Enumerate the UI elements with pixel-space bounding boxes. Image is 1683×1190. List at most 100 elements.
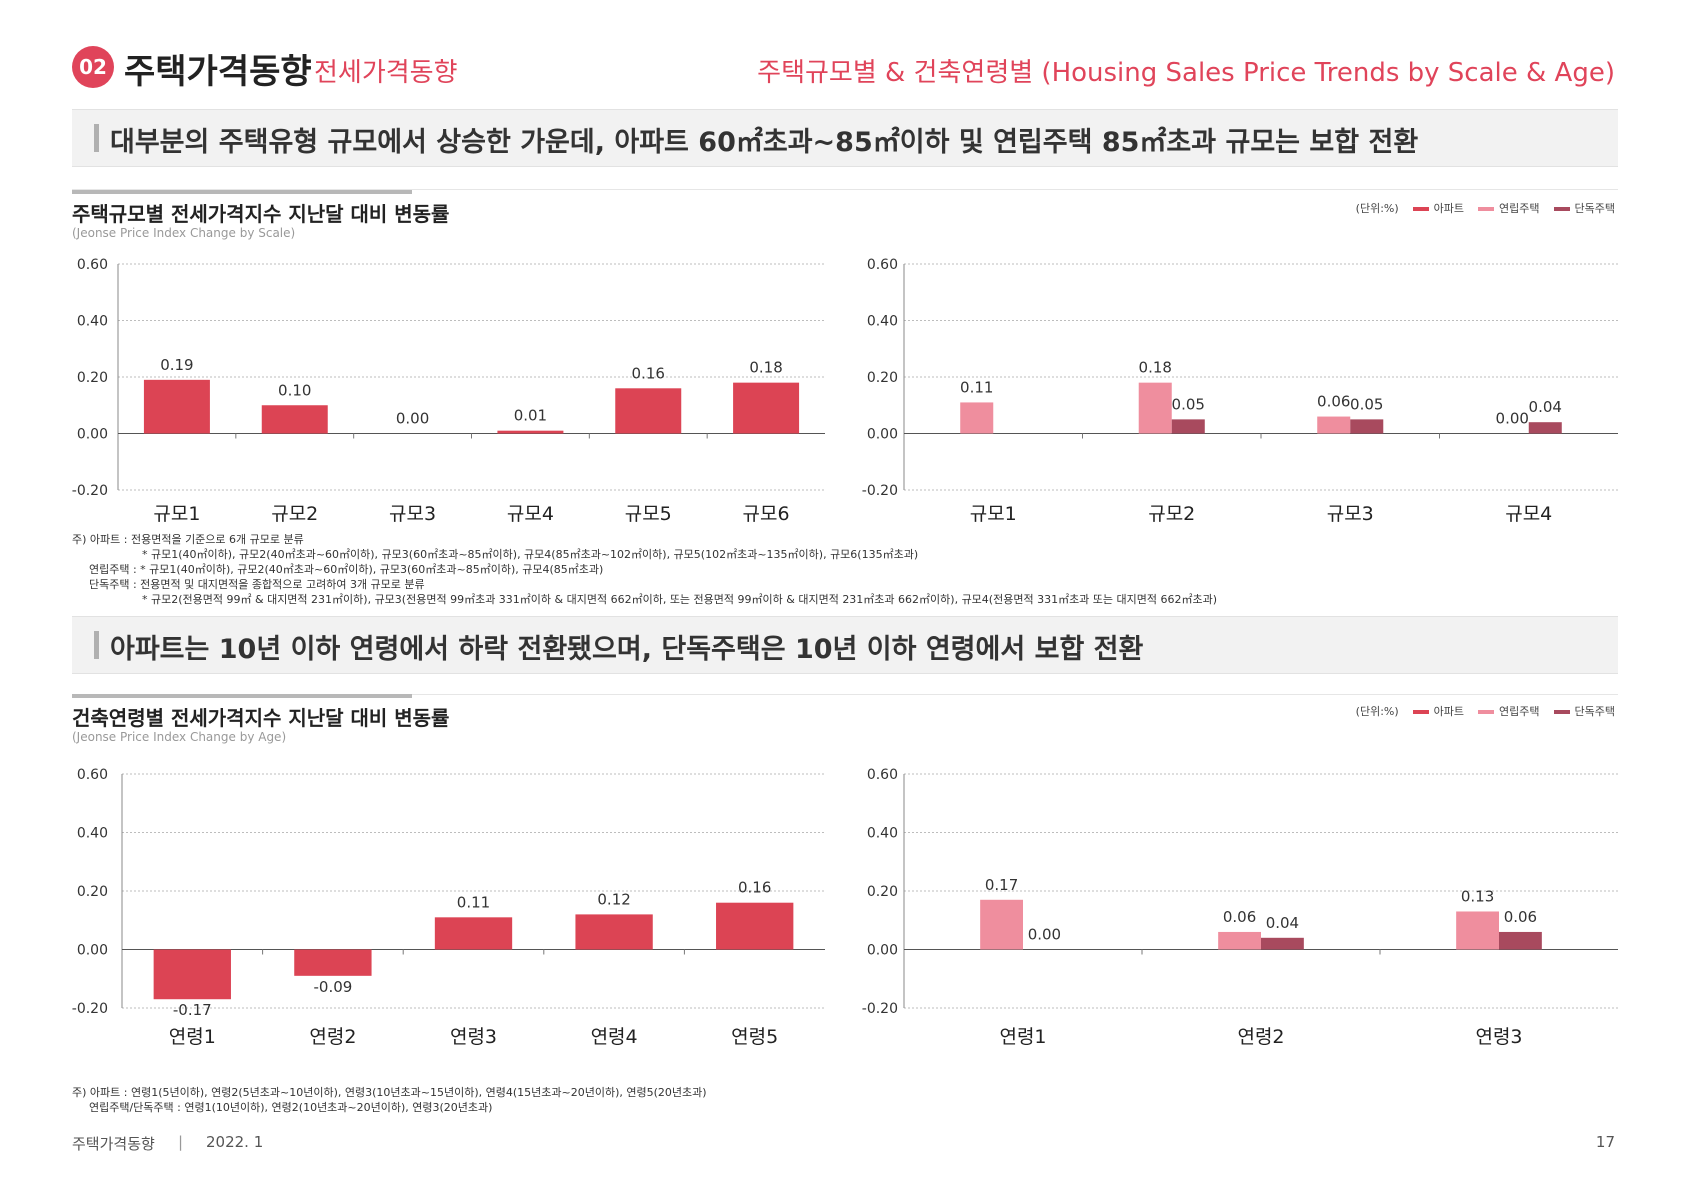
category-label: 규모1 (153, 503, 200, 525)
y-tick-label: -0.20 (72, 483, 108, 499)
category-label: 연령2 (1237, 1026, 1284, 1048)
category-label: 규모4 (1505, 503, 1552, 525)
page-number: 17 (1595, 1133, 1615, 1151)
bar-apt (733, 382, 800, 434)
category-label: 규모3 (1327, 503, 1374, 525)
footnote-age: 주) 아파트 : 연령1(5년이하), 연령2(5년초과~10년이하), 연령3… (72, 1086, 707, 1114)
bar-row (1138, 382, 1172, 434)
legend-age: (단위:%) 아파트 연립주택 단독주택 (1356, 703, 1615, 719)
y-tick-label: 0.00 (867, 943, 898, 959)
data-label: 0.16 (632, 364, 665, 382)
data-label: 0.00 (396, 410, 429, 428)
chart-row-det-by-age: 0.60 0.40 0.20 0.00 -0.20 연령1 0.17 0.00 연령2 0.06 0… (862, 767, 1618, 1048)
banner-text: 아파트는 10년 이하 연령에서 하락 전환됐으며, 단독주택은 10년 이하 … (110, 634, 1144, 665)
chart-title-scale: 주택규모별 전세가격지수 지난달 대비 변동률 (72, 202, 450, 226)
data-label: 0.04 (1266, 914, 1299, 932)
data-label: 0.18 (1139, 359, 1172, 377)
bar-det (1499, 931, 1542, 950)
chart-title-age: 건축연령별 전세가격지수 지난달 대비 변동률 (72, 706, 450, 730)
data-label: 0.05 (1350, 395, 1383, 413)
category-label: 규모3 (389, 503, 436, 525)
y-tick-label: 0.60 (77, 767, 108, 783)
bar-apt (261, 405, 328, 434)
chart-row-det-by-scale: 0.600.400.200.00-0.20규모10.11규모20.180.05규… (862, 257, 1618, 525)
data-label: 0.05 (1172, 395, 1205, 413)
category-label: 규모6 (743, 503, 790, 525)
data-label: 0.10 (278, 381, 311, 399)
data-label: -0.17 (173, 1001, 212, 1019)
category-label: 연령1 (169, 1026, 216, 1048)
y-tick-label: 0.20 (867, 884, 898, 900)
bar-apt (497, 430, 564, 434)
header-right-title: 주택규모별 & 건축연령별 (Housing Sales Price Trend… (757, 58, 1615, 88)
bar-apt (153, 949, 231, 1000)
data-label: 0.04 (1529, 398, 1562, 416)
bar-row (960, 402, 994, 434)
banner-accent-bar (94, 631, 99, 659)
data-label: 0.01 (514, 407, 547, 425)
data-label: 0.00 (1028, 926, 1061, 944)
title-underline (72, 190, 412, 194)
divider (72, 694, 1618, 695)
y-tick-label: 0.20 (77, 884, 108, 900)
y-tick-label: 0.40 (867, 826, 898, 842)
page-subtitle: 전세가격동향 (314, 58, 458, 88)
legend-scale: (단위:%) 아파트 연립주택 단독주택 (1356, 200, 1615, 216)
data-label: 0.17 (985, 876, 1018, 894)
chart-apt-by-age: 0.60 0.40 0.20 0.00 -0.20 연령1 -0.17 연령2 -0.09 연령3… (72, 767, 825, 1048)
data-label: 0.06 (1504, 908, 1537, 926)
chart-subtitle-scale: (Jeonse Price Index Change by Scale) (72, 226, 296, 240)
page-title: 주택가격동향 (124, 52, 312, 92)
bar-apt (294, 949, 372, 976)
data-label: -0.09 (313, 978, 352, 996)
summary-banner-scale: 대부분의 주택유형 규모에서 상승한 가운데, 아파트 60㎡초과~85㎡이하 … (72, 109, 1618, 167)
bar-det (1528, 422, 1562, 434)
bar-row (1218, 931, 1261, 950)
category-label: 연령2 (309, 1026, 356, 1048)
bar-det (1350, 419, 1384, 434)
category-label: 연령5 (731, 1026, 778, 1048)
category-label: 규모1 (970, 503, 1017, 525)
y-tick-label: 0.40 (77, 826, 108, 842)
data-label: 0.13 (1461, 887, 1494, 905)
y-tick-label: 0.00 (77, 427, 108, 443)
category-label: 규모5 (625, 503, 672, 525)
category-label: 연령3 (1475, 1026, 1522, 1048)
footer-separator: | (178, 1133, 184, 1151)
bar-row (1456, 911, 1499, 950)
data-label: 0.18 (749, 359, 782, 377)
bar-det (1261, 937, 1304, 950)
category-label: 규모2 (271, 503, 318, 525)
y-tick-label: -0.20 (862, 483, 898, 499)
category-label: 연령3 (450, 1026, 497, 1048)
y-tick-label: 0.20 (867, 370, 898, 386)
legend-unit: (단위:%) (1355, 202, 1399, 215)
data-label: 0.00 (1496, 410, 1529, 428)
category-label: 연령1 (999, 1026, 1046, 1048)
legend-item-apt: 아파트 (1412, 703, 1464, 719)
data-label: 0.11 (960, 378, 993, 396)
summary-banner-age: 아파트는 10년 이하 연령에서 하락 전환됐으며, 단독주택은 10년 이하 … (72, 616, 1618, 674)
y-tick-label: 0.00 (867, 427, 898, 443)
legend-item-apt: 아파트 (1412, 200, 1464, 216)
legend-item-row: 연립주택 (1478, 703, 1540, 719)
bar-apt (615, 388, 682, 434)
bar-det (1171, 419, 1205, 434)
y-tick-label: 0.00 (77, 943, 108, 959)
data-label: 0.16 (738, 879, 771, 897)
data-label: 0.11 (457, 893, 490, 911)
y-tick-label: -0.20 (72, 1001, 108, 1017)
footer-date: 2022. 1 (206, 1133, 264, 1151)
category-label: 규모4 (507, 503, 554, 525)
banner-accent-bar (94, 124, 99, 152)
y-tick-label: 0.60 (867, 767, 898, 783)
bar-apt (575, 914, 653, 950)
data-label: 0.12 (597, 890, 630, 908)
footer-title: 주택가격동향 (72, 1135, 155, 1153)
data-label: 0.06 (1317, 393, 1350, 411)
data-label: 0.06 (1223, 908, 1256, 926)
bar-apt (716, 902, 794, 950)
category-label: 연령4 (591, 1026, 638, 1048)
footnote-scale: 주) 아파트 : 전용면적을 기준으로 6개 규모로 분류 * 규모1(40㎡이… (72, 533, 1218, 606)
category-label: 규모2 (1148, 503, 1195, 525)
